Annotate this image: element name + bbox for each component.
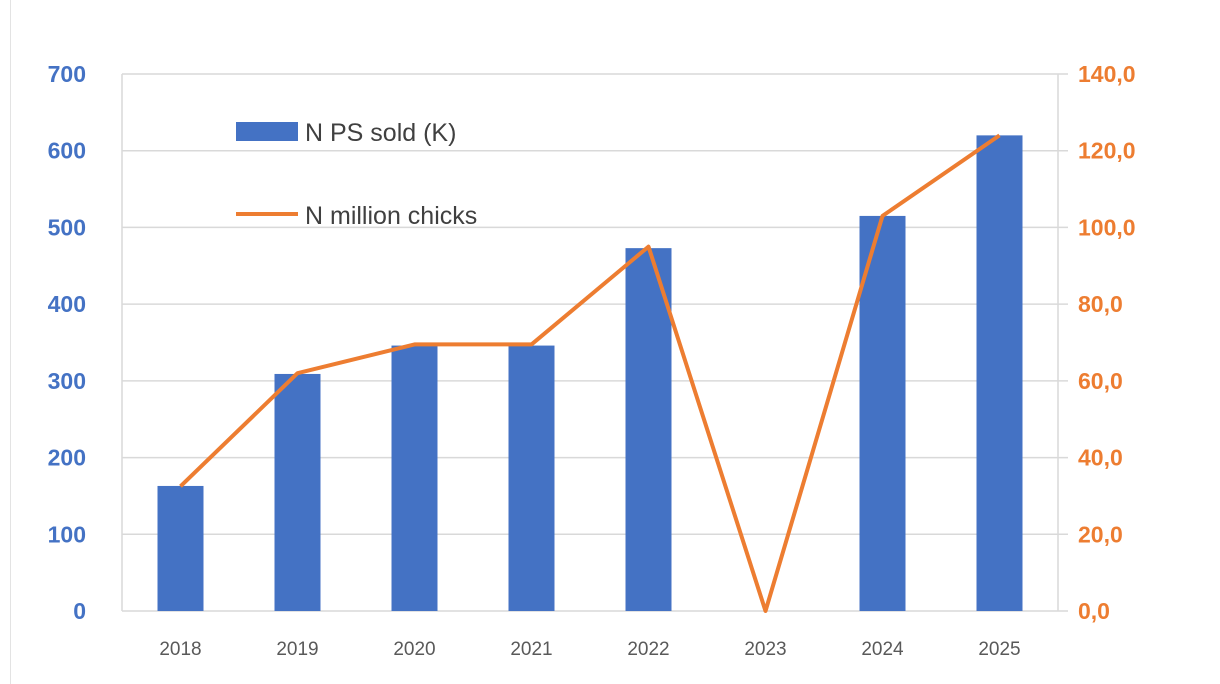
left-axis-tick: 700 — [48, 61, 86, 87]
line-series-chicks — [179, 133, 1001, 613]
right-axis-tick: 120,0 — [1078, 138, 1136, 164]
right-axis-tick: 40,0 — [1078, 445, 1123, 471]
x-axis-tick: 2023 — [744, 639, 786, 660]
left-axis-tick: 300 — [48, 368, 86, 394]
x-axis-tick: 2022 — [627, 639, 669, 660]
bar-2024 — [859, 215, 906, 611]
right-axis-tick: 140,0 — [1078, 61, 1136, 87]
bar-2018 — [157, 485, 204, 611]
right-axis-tick: 20,0 — [1078, 521, 1123, 547]
left-axis-tick: 400 — [48, 291, 86, 317]
left-axis-tick: 0 — [73, 598, 86, 624]
left-axis-tick: 600 — [48, 138, 86, 164]
bar-2021 — [508, 345, 555, 611]
bar-2025 — [976, 135, 1023, 611]
bar-2020 — [391, 345, 438, 611]
x-axis-tick: 2024 — [861, 639, 904, 660]
right-axis-tick: 0,0 — [1078, 598, 1110, 624]
x-axis-tick: 2021 — [510, 639, 552, 660]
left-axis-tick: 500 — [48, 214, 86, 240]
legend-label-ps-sold: N PS sold (K) — [305, 119, 456, 147]
x-axis-tick: 2020 — [393, 639, 435, 660]
x-axis-tick: 2019 — [276, 639, 318, 660]
legend-label-chicks: N million chicks — [305, 202, 477, 230]
right-axis-tick: 60,0 — [1078, 368, 1123, 394]
bar-2019 — [274, 373, 321, 611]
right-axis-tick: 100,0 — [1078, 214, 1136, 240]
x-axis-tick: 2025 — [978, 639, 1020, 660]
x-axis-tick: 2018 — [159, 639, 201, 660]
chart-frame — [10, 0, 1219, 684]
right-axis-tick: 80,0 — [1078, 291, 1123, 317]
legend-bar-swatch — [236, 122, 298, 141]
left-axis-tick: 100 — [48, 521, 86, 547]
left-axis-tick: 200 — [48, 445, 86, 471]
bar-2022 — [625, 248, 672, 612]
